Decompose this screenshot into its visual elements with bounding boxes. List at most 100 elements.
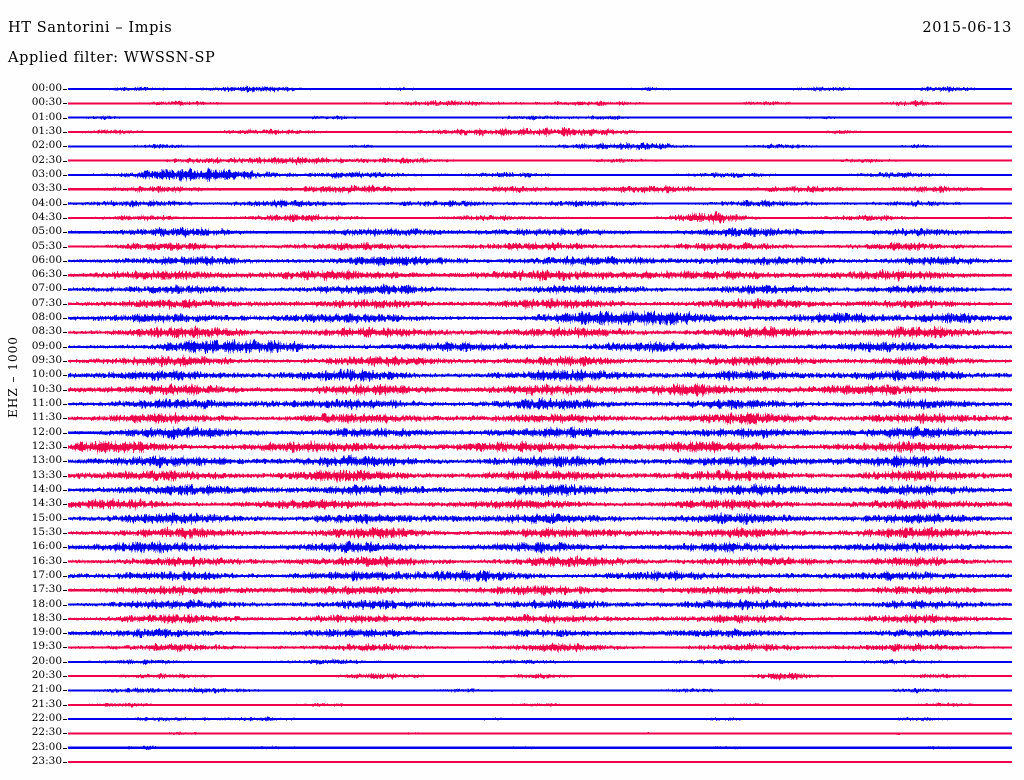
trace-baseline [68, 116, 1012, 119]
trace-baseline [68, 617, 1012, 620]
trace-baseline [68, 689, 1012, 692]
time-axis-label: 01:30 [31, 124, 62, 137]
time-axis-tick [63, 418, 67, 420]
time-axis-label: 10:30 [31, 382, 62, 395]
trace-baseline [68, 531, 1012, 535]
time-axis-tick [63, 146, 67, 148]
trace-baseline [68, 732, 1012, 735]
trace-baseline [68, 274, 1012, 277]
time-axis-tick [63, 189, 67, 191]
time-axis-tick [63, 361, 67, 363]
trace-baseline [68, 231, 1012, 234]
time-axis-label: 14:30 [31, 497, 62, 510]
time-axis-tick [63, 232, 67, 234]
time-axis-tick [63, 762, 67, 764]
time-axis-label: 17:00 [31, 568, 62, 581]
trace-baseline [68, 145, 1012, 148]
time-axis-tick [63, 332, 67, 334]
time-axis-label: 02:30 [31, 153, 62, 166]
time-axis-tick [63, 733, 67, 735]
time-axis-tick [63, 174, 67, 176]
time-axis-label: 05:00 [31, 225, 62, 238]
time-axis-label: 11:00 [31, 397, 62, 410]
time-axis-tick [63, 661, 67, 663]
time-axis-tick [63, 303, 67, 305]
time-axis-label: 07:30 [31, 296, 62, 309]
time-axis-label: 17:30 [31, 583, 62, 596]
time-axis-tick [63, 260, 67, 262]
trace-baseline [68, 474, 1012, 477]
time-axis-tick [63, 547, 67, 549]
trace-baseline [68, 216, 1012, 219]
time-axis-label: 18:00 [31, 597, 62, 610]
time-axis-tick [63, 375, 67, 377]
trace-baseline [68, 560, 1012, 563]
trace-baseline [68, 374, 1012, 377]
time-axis-tick [63, 633, 67, 635]
time-axis-tick [63, 532, 67, 534]
trace-baseline [68, 259, 1012, 262]
trace-baseline [68, 574, 1012, 577]
time-axis-tick [63, 475, 67, 477]
time-axis-tick [63, 217, 67, 219]
time-axis-label: 22:30 [31, 726, 62, 739]
page-title: HT Santorini – Impis [8, 20, 173, 36]
time-axis-tick [63, 518, 67, 520]
time-axis-label: 23:30 [31, 755, 62, 768]
time-axis-label: 06:30 [31, 268, 62, 281]
time-axis-tick [63, 275, 67, 277]
time-axis-tick [63, 575, 67, 577]
trace-baseline [68, 503, 1012, 506]
time-axis-tick [63, 719, 67, 721]
time-axis-label: 23:00 [31, 740, 62, 753]
time-axis-label: 18:30 [31, 611, 62, 624]
time-axis-label: 12:30 [31, 440, 62, 452]
time-axis-label: 06:00 [31, 253, 62, 266]
trace-baseline [68, 646, 1012, 649]
time-axis-tick [63, 89, 67, 90]
time-axis-label: 05:30 [31, 239, 62, 252]
trace-baseline [68, 188, 1012, 191]
time-axis-tick [63, 447, 67, 448]
time-axis-label: 00:30 [31, 96, 62, 109]
trace-baseline [68, 288, 1012, 291]
time-axis-tick [63, 246, 67, 248]
time-axis-tick [63, 676, 67, 678]
seismogram-plot: 00:00 00:30 01:00 01:30 02:00 02:30 03:00 03:30… [0, 80, 1024, 775]
time-axis-tick [63, 318, 67, 320]
time-axis-tick [63, 504, 67, 506]
time-axis-tick [63, 203, 67, 205]
time-axis-tick [63, 604, 67, 606]
time-axis-label: 16:00 [31, 540, 62, 553]
time-axis-tick [63, 690, 67, 692]
trace-baseline [68, 360, 1012, 363]
trace-baseline [68, 130, 1012, 134]
time-axis-label: 04:00 [31, 196, 62, 209]
time-axis-label: 21:00 [31, 683, 62, 696]
trace-baseline [68, 173, 1012, 177]
time-axis-tick [63, 160, 67, 162]
time-axis-label: 15:00 [31, 511, 62, 524]
trace-baseline [68, 603, 1012, 606]
trace-baseline [68, 431, 1012, 434]
time-axis-label: 01:00 [31, 110, 62, 123]
trace-baseline [68, 589, 1012, 592]
time-axis-label: 02:00 [31, 139, 62, 152]
trace-baseline [68, 446, 1012, 449]
time-axis-label: 16:30 [31, 554, 62, 567]
time-axis-label: 08:30 [31, 325, 62, 338]
time-axis-label: 20:30 [31, 669, 62, 682]
trace-baseline [68, 517, 1012, 520]
time-axis-tick [63, 618, 67, 620]
trace-canvas [68, 85, 1012, 764]
trace-baseline [68, 632, 1012, 635]
time-axis-label: 00:00 [31, 82, 62, 94]
trace-baseline [68, 746, 1012, 749]
time-axis-label: 07:00 [31, 282, 62, 295]
time-axis-label: 22:00 [31, 712, 62, 725]
time-axis-label: 10:00 [31, 368, 62, 381]
trace-baseline [68, 703, 1012, 706]
trace-baseline [68, 718, 1012, 721]
time-axis-tick [63, 747, 67, 749]
trace-baseline [68, 331, 1012, 334]
